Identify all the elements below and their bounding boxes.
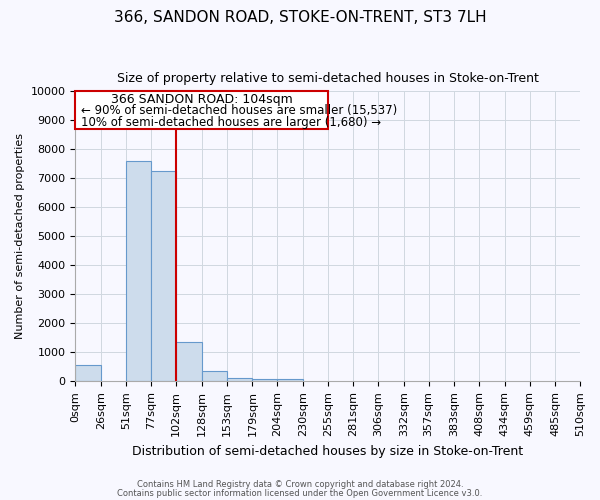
- X-axis label: Distribution of semi-detached houses by size in Stoke-on-Trent: Distribution of semi-detached houses by …: [132, 444, 523, 458]
- Text: Contains HM Land Registry data © Crown copyright and database right 2024.: Contains HM Land Registry data © Crown c…: [137, 480, 463, 489]
- Bar: [277, 378, 303, 382]
- Text: 366 SANDON ROAD: 104sqm: 366 SANDON ROAD: 104sqm: [110, 93, 292, 106]
- Text: ← 90% of semi-detached houses are smaller (15,537): ← 90% of semi-detached houses are smalle…: [81, 104, 397, 118]
- Bar: [227, 378, 253, 382]
- Text: Contains public sector information licensed under the Open Government Licence v3: Contains public sector information licen…: [118, 488, 482, 498]
- Bar: [75, 366, 101, 382]
- Bar: [253, 378, 277, 382]
- Title: Size of property relative to semi-detached houses in Stoke-on-Trent: Size of property relative to semi-detach…: [117, 72, 539, 86]
- Text: 366, SANDON ROAD, STOKE-ON-TRENT, ST3 7LH: 366, SANDON ROAD, STOKE-ON-TRENT, ST3 7L…: [113, 10, 487, 25]
- Bar: [126, 160, 151, 382]
- FancyBboxPatch shape: [75, 91, 328, 129]
- Text: 10% of semi-detached houses are larger (1,680) →: 10% of semi-detached houses are larger (…: [81, 116, 382, 129]
- Bar: [151, 171, 176, 382]
- Bar: [202, 372, 227, 382]
- Bar: [176, 342, 202, 382]
- Y-axis label: Number of semi-detached properties: Number of semi-detached properties: [15, 133, 25, 339]
